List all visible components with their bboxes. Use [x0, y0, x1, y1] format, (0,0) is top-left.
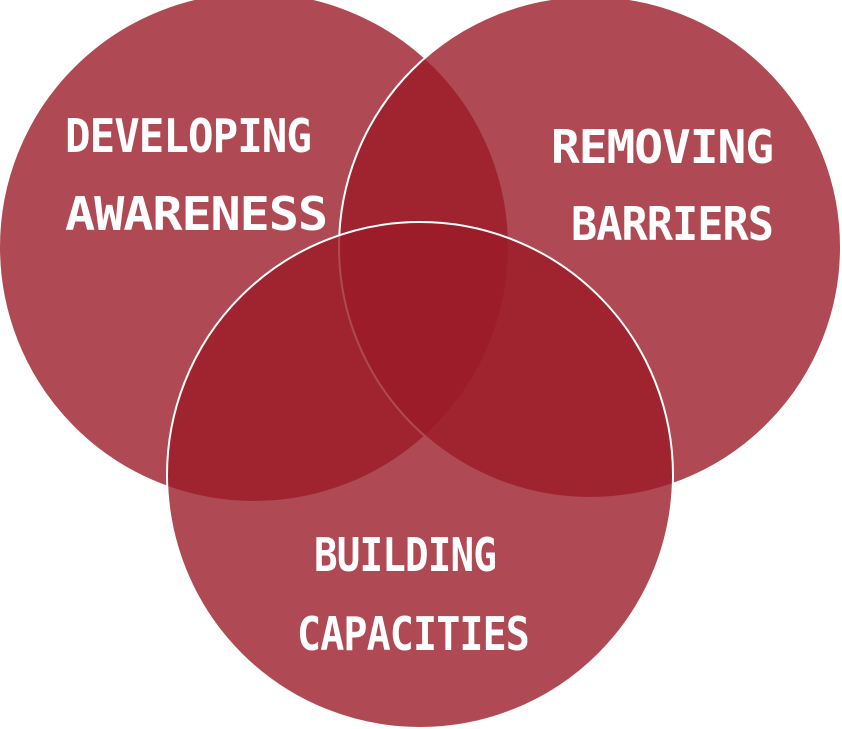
- circle-building-capacities: [166, 221, 674, 729]
- label-developing-awareness-line-2: AWARENESS: [65, 187, 327, 241]
- label-removing-barriers-line-2: BARRIERS: [571, 197, 773, 251]
- label-removing-barriers-line-1: REMOVING: [551, 120, 773, 174]
- label-developing-awareness-line-1: DEVELOPING: [65, 109, 311, 163]
- label-building-capacities-line-2: CAPACITIES: [297, 607, 529, 661]
- label-building-capacities-line-1: BUILDING: [314, 528, 496, 582]
